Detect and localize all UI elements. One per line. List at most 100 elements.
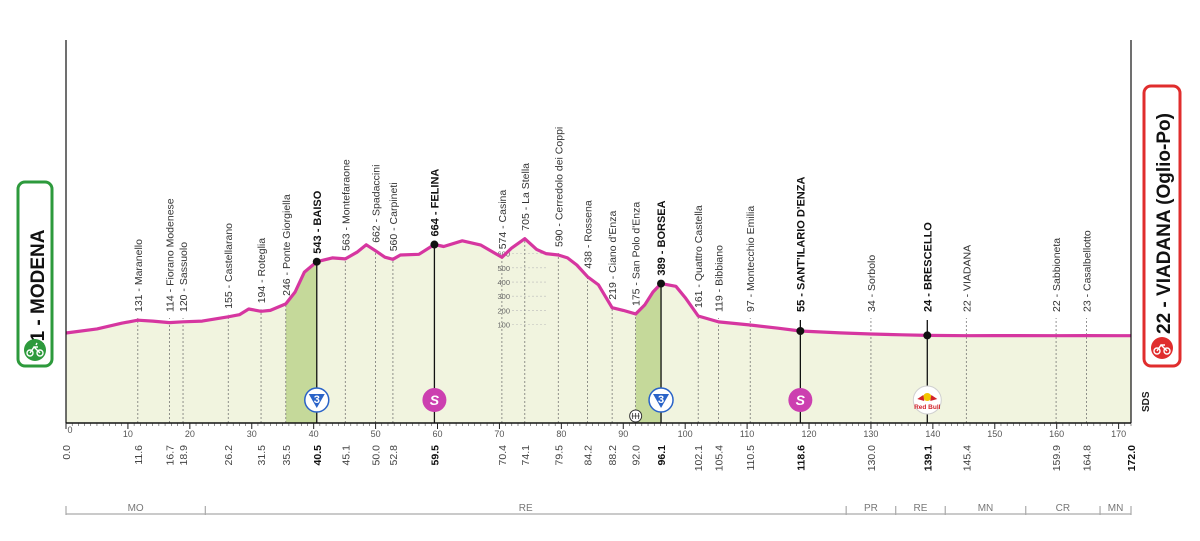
waypoint-km-label: 40.5 [312,445,324,466]
waypoint-label: 22 - Sabbioneta [1051,238,1063,312]
altitude-tick-label: 300 [497,292,510,301]
cat3-badge-text: 3 [314,394,320,406]
x-tick-label: 110 [740,429,754,439]
sds-label: SDS [1141,391,1152,412]
waypoint-label: 97 - Montecchio Emilia [745,206,757,312]
end-km-label: 172.0 [1126,445,1138,471]
cyclist-glyph [26,342,44,357]
waypoint-km-label: 164.8 [1081,445,1093,471]
waypoint-km-label: 70.4 [497,445,509,466]
region-label: RE [914,503,928,514]
profile-line-group [65,237,1131,340]
x-tick-label: 50 [371,429,381,439]
x-tick-label: 0 [67,425,72,435]
waypoint-label: 175 - San Polo d'Enza [631,202,643,306]
redbull-badge-text: Red Bull [914,404,941,411]
start-box-frame [16,180,54,368]
redbull-bulls-icon [917,395,938,401]
waypoint-km-label: 139.1 [922,445,934,471]
finish-label: 22 - VIADANA (Oglio-Po) [1154,113,1175,334]
cat3-badge-text: 3 [658,394,664,406]
waypoint-km-label: 26.2 [223,445,235,466]
cat3-mountain-icon [653,394,670,408]
x-tick-label: 10 [123,429,133,439]
waypoint-km-label: 16.7 [164,445,176,466]
waypoint-label: 705 - La Stella [520,163,532,231]
waypoint-km-label: 52.8 [388,445,400,466]
waypoint-km-label: 159.9 [1051,445,1063,471]
waypoint-label: 194 - Roteglia [256,238,268,304]
waypoint-km-label: 59.5 [429,445,441,466]
waypoint-km-label: 45.1 [340,445,352,466]
redbull-sun-icon [923,393,932,401]
start-km-label: 0.0 [61,445,73,460]
waypoint-label: 161 - Quattro Castella [693,205,705,308]
waypoint-label: 543 - BAISO [312,190,324,253]
profile-area-group [66,238,1131,423]
altitude-tick-label: 200 [497,306,510,315]
feed-zone-glyph [631,413,640,419]
waypoint-label: 560 - Carpineti [388,182,400,251]
waypoint-label: 24 - BRESCELLO [922,222,934,312]
x-axis-group: 10 20 30 40 50 60 70 80 90 100 110 120 130 140 150 160 1… [65,40,1132,439]
region-label: RE [519,503,533,514]
altitude-tick-label: 100 [497,321,510,330]
cat3-mountain-icon [308,394,325,408]
waypoint-label: 438 - Rossena [582,200,594,268]
waypoint-dot [657,279,666,288]
waypoint-km-label: 110.5 [745,445,757,471]
waypoint-km-label: 92.0 [631,445,643,466]
waypoint-km-label: 105.4 [714,445,726,471]
finish-flag-icon [1151,337,1173,359]
finish-box-frame [1142,84,1182,368]
region-label: MO [128,503,144,514]
waypoint-label: 120 - Sassuolo [178,242,190,312]
x-tick-label: 40 [309,429,319,439]
altitude-tick-label: 500 [497,264,510,273]
waypoint-dot [312,257,321,266]
km-labels-group: 0.0 11.6 16.7 18.9 26.2 31.5 35.5 40.5 45.1 50.0 5… [61,445,1138,471]
climb-zones-group [285,261,662,423]
profile-line [65,237,1131,338]
waypoint-km-label: 35.5 [281,445,293,466]
waypoint-km-label: 74.1 [520,445,532,466]
waypoint-dot [796,327,805,336]
start-box: 41 - MODENA [16,180,54,368]
x-tick-label: 20 [185,429,195,439]
waypoint-km-label: 11.6 [133,445,145,465]
waypoint-label: 114 - Fiorano Modenese [164,198,176,312]
waypoint-label: 55 - SANT'ILARIO D'ENZA [795,177,807,312]
waypoint-dot [923,331,932,340]
waypoint-km-label: 118.6 [795,445,807,471]
cyclist-icon [24,339,46,361]
waypoint-label: 155 - Castellarano [223,223,235,309]
x-tick-label: 170 [1111,429,1126,439]
waypoint-km-label: 18.9 [178,445,190,466]
finish-cyclist-glyph [1153,343,1171,355]
waypoint-label: 23 - Casalbellotto [1081,230,1093,312]
climb-zone-1 [285,261,317,423]
x-tick-label: 70 [494,429,504,439]
sprint-badge-text: S [430,392,440,408]
x-tick-label: 80 [556,429,566,439]
waypoint-km-label: 31.5 [256,445,268,466]
waypoint-label: 119 - Bibbiano [714,245,726,312]
waypoint-label: 563 - Montefaraone [340,159,352,251]
region-label: MN [978,503,994,514]
waypoint-km-label: 79.5 [553,445,565,466]
regions-group: MO RE PR RE MN CR MN [65,503,1132,515]
sprint-badge [788,388,813,412]
climb-zone-2 [635,284,662,423]
x-tick-label: 120 [802,429,817,439]
waypoint-label: 389 - BORSEA [656,200,668,275]
profile-area [66,238,1131,423]
region-label: CR [1056,503,1070,514]
waypoint-labels-group: 131 - Maranello 114 - Fiorano Modenese 120… [133,127,1094,312]
waypoint-label: 574 - Casina [497,190,509,250]
waypoint-lines-group [137,236,1087,423]
waypoint-km-label: 50.0 [371,445,383,466]
x-tick-label: 130 [863,429,878,439]
waypoint-km-label: 88.2 [607,445,619,466]
waypoint-label: 22 - VIADANA [961,245,973,312]
